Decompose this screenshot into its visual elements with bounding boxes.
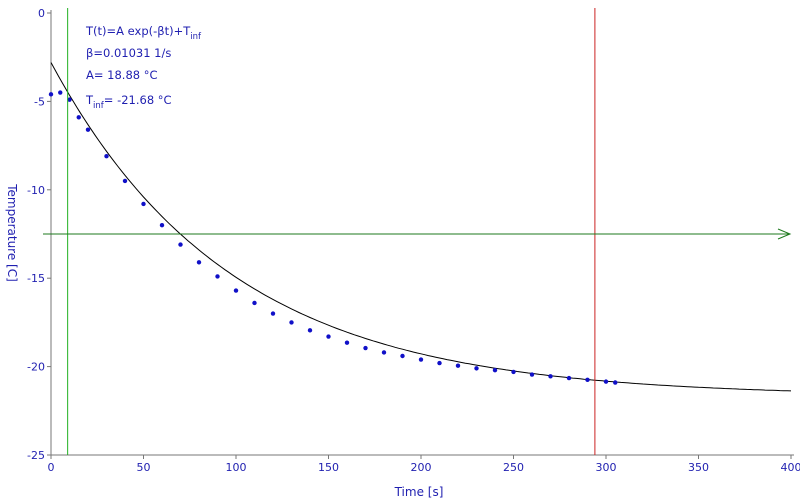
x-tick-label: 250 xyxy=(503,461,524,474)
data-point xyxy=(585,377,590,383)
fit-curve-line xyxy=(50,62,792,392)
data-point xyxy=(307,328,313,333)
y-axis-title: Temperature [C] xyxy=(5,183,19,282)
data-point xyxy=(76,115,81,120)
data-point xyxy=(159,222,165,228)
data-point xyxy=(511,369,516,375)
data-point xyxy=(418,357,424,362)
data-point xyxy=(566,375,572,381)
x-tick-label: 0 xyxy=(48,461,55,474)
data-point xyxy=(233,288,239,293)
data-point xyxy=(67,97,72,102)
data-point xyxy=(48,92,54,97)
y-tick-label: -25 xyxy=(27,449,45,462)
cursor-arrow-icon xyxy=(777,228,792,240)
data-point xyxy=(215,274,220,279)
data-point xyxy=(104,154,109,159)
data-point xyxy=(363,345,368,351)
y-tick-label: -5 xyxy=(34,95,45,108)
y-tick-label: -15 xyxy=(27,272,45,285)
x-tick-label: 350 xyxy=(688,461,709,474)
x-tick-label: 300 xyxy=(596,461,617,474)
data-point xyxy=(289,320,294,325)
x-tick-label: 200 xyxy=(411,461,432,474)
y-tick-label: -10 xyxy=(27,184,45,197)
fit-tinf: Tinf= -21.68 °C xyxy=(85,93,172,111)
y-tick-label: -20 xyxy=(27,361,45,374)
data-point xyxy=(455,363,461,368)
data-point xyxy=(326,334,331,339)
data-point xyxy=(252,300,257,306)
data-point xyxy=(178,242,183,247)
data-point xyxy=(529,372,535,377)
data-point xyxy=(381,350,387,355)
data-point xyxy=(141,201,146,207)
x-tick-label: 100 xyxy=(226,461,247,474)
fit-annotation: T(t)=A exp(-βt)+Tinf β=0.01031 1/s A= 18… xyxy=(85,24,202,111)
x-tick-label: 400 xyxy=(781,461,800,474)
data-point xyxy=(492,367,498,373)
x-tick-label: 150 xyxy=(318,461,339,474)
data-point xyxy=(613,380,618,385)
x-axis-title: Time [s] xyxy=(394,485,444,499)
data-point xyxy=(603,379,609,384)
fit-beta: β=0.01031 1/s xyxy=(86,46,171,60)
data-point xyxy=(437,360,442,366)
data-point xyxy=(344,340,350,345)
data-point xyxy=(400,353,405,359)
y-tick-label: 0 xyxy=(38,7,45,20)
data-point xyxy=(85,127,91,132)
x-tick-label: 50 xyxy=(137,461,151,474)
data-point xyxy=(548,374,553,379)
data-point xyxy=(474,366,479,371)
data-point xyxy=(270,311,276,316)
fit-formula: T(t)=A exp(-βt)+Tinf xyxy=(85,24,202,42)
fit-amplitude: A= 18.88 °C xyxy=(86,68,158,82)
data-point xyxy=(122,178,128,184)
data-point xyxy=(196,260,202,265)
data-point xyxy=(58,90,63,95)
